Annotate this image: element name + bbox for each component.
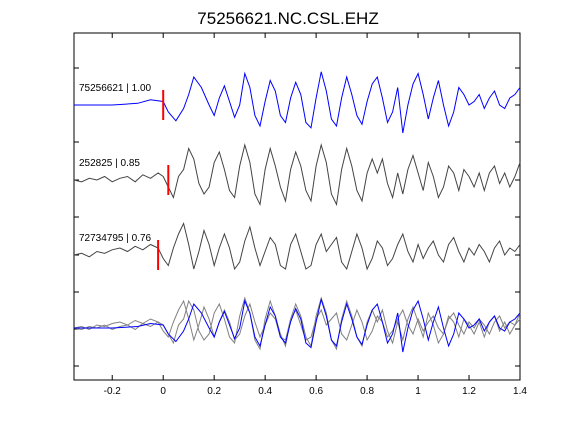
overlay-trace-1 xyxy=(74,297,521,353)
waveform-traces xyxy=(73,71,521,271)
overlay-trace-3 xyxy=(73,299,521,342)
overlay-trace-2 xyxy=(73,296,521,351)
trace-labels: 75256621 | 1.00 252825 | 0.85 72734795 | 0… xyxy=(79,83,152,244)
x-tick-label: -0.2 xyxy=(104,386,122,397)
plot-area-frame xyxy=(73,32,521,381)
trace-line-2 xyxy=(73,143,521,207)
x-tick-label: 0.6 xyxy=(309,386,323,397)
trace-label-1: 75256621 | 1.00 xyxy=(79,83,152,94)
trace-line-3 xyxy=(73,222,521,271)
x-tick-label: 0.2 xyxy=(207,386,221,397)
x-tick-label: 0.8 xyxy=(360,386,374,397)
x-tick-label: 0 xyxy=(160,386,166,397)
chart-title: 75256621.NC.CSL.EHZ xyxy=(197,9,378,28)
trace-line-1 xyxy=(74,71,521,134)
x-tick-labels: -0.2 0 0.2 0.4 0.6 0.8 1 1.2 1.4 xyxy=(104,386,528,397)
pick-markers xyxy=(157,90,170,270)
stacked-overlay xyxy=(73,296,521,353)
x-tick-label: 0.4 xyxy=(258,386,272,397)
trace-label-3: 72734795 | 0.76 xyxy=(79,233,152,244)
x-tick-label: 1.4 xyxy=(513,386,527,397)
tick-marks xyxy=(74,33,521,380)
x-tick-label: 1 xyxy=(415,386,421,397)
trace-label-2: 252825 | 0.85 xyxy=(79,158,140,169)
x-tick-label: 1.2 xyxy=(462,386,476,397)
